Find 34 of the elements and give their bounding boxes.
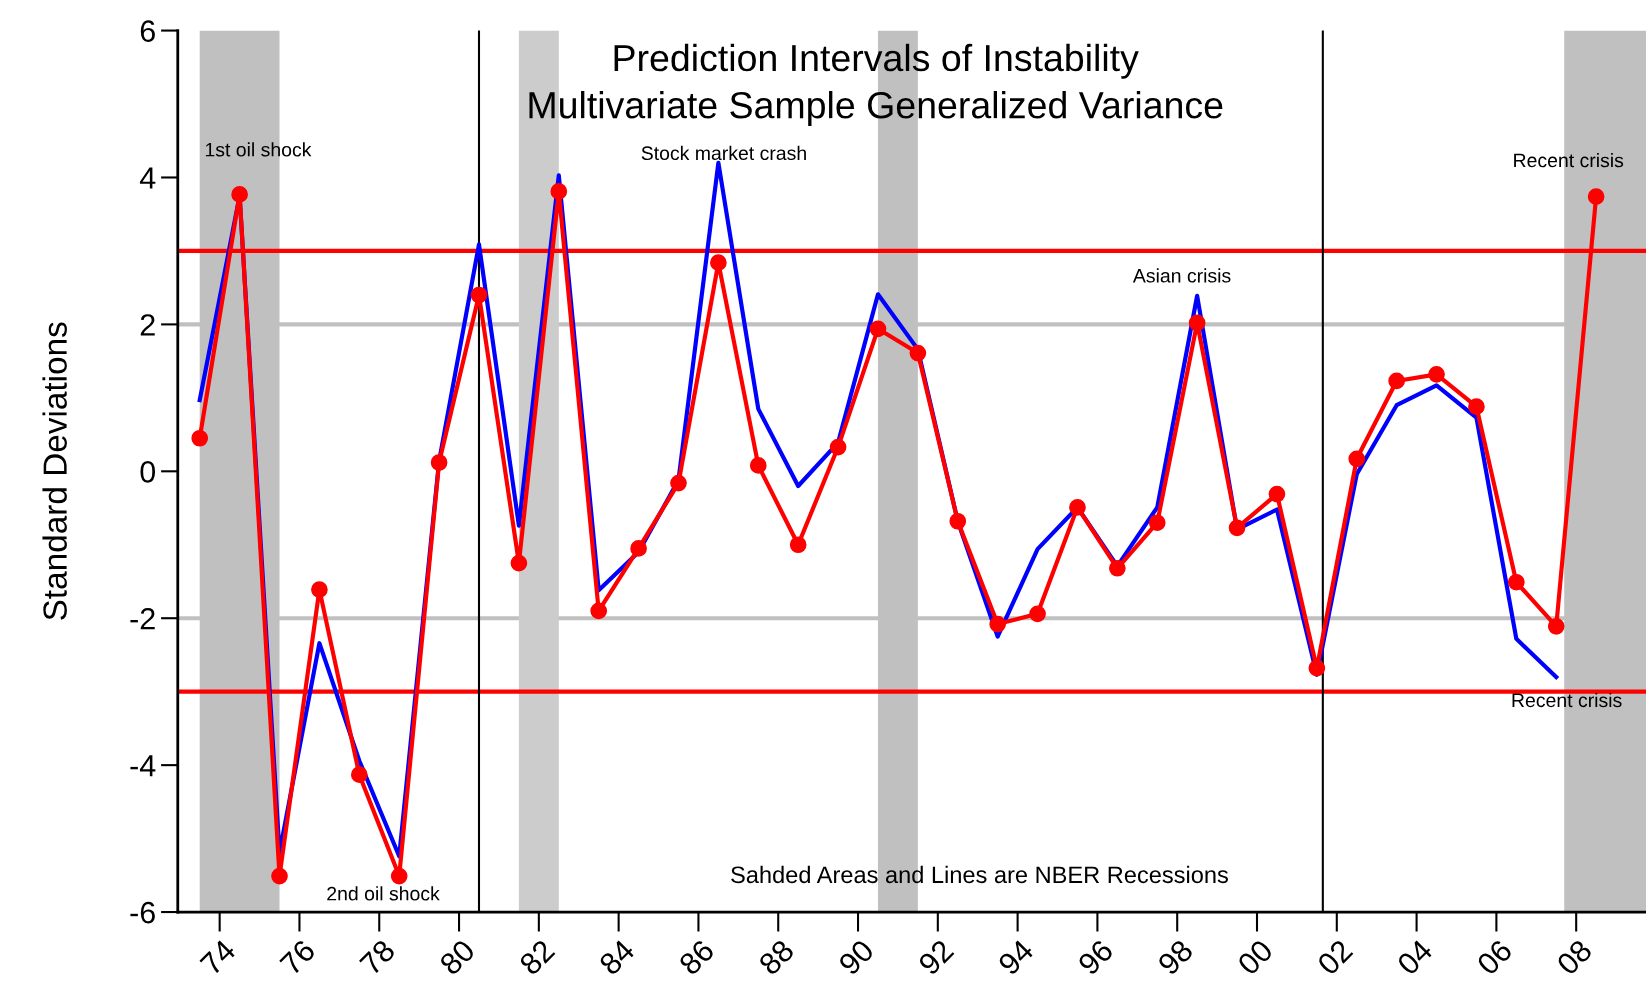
x-tick-label: 98 (1156, 938, 1195, 976)
y-tick-label: 2 (140, 314, 155, 336)
x-tick-label: 96 (1076, 938, 1115, 976)
y-tick-label: -4 (130, 755, 156, 777)
x-tick-label: 88 (757, 938, 796, 977)
y-tick-label: 6 (140, 20, 155, 42)
x-tick-label: 84 (598, 938, 636, 977)
x-tick-label: 78 (358, 938, 397, 976)
x-tick-label: 90 (837, 938, 875, 976)
text: Prediction Intervals of Instability Multivariate Sample Generalized Variance (529, 43, 1223, 126)
x-tick-label: 76 (279, 938, 317, 976)
y-axis-title: Standard Deviations (42, 322, 67, 620)
y-tick-label: -6 (130, 901, 155, 924)
annotation: 2nd oil shock (327, 886, 440, 901)
x-tick-label: 06 (1475, 938, 1514, 977)
annotation: Recent crisis (1514, 152, 1624, 168)
x-tick-label: 86 (677, 938, 716, 977)
y-tick-label: -2 (130, 607, 155, 630)
x-tick-label: 00 (1236, 938, 1274, 977)
annotation: Stock market crash (641, 145, 806, 161)
x-tick-label: 04 (1395, 938, 1434, 977)
annotation: 1st oil shock (205, 142, 312, 157)
annotation: Sahded Areas and Lines are NBER Recessions (731, 865, 1228, 884)
x-tick-label: 94 (997, 938, 1035, 976)
y-tick-label: 0 (140, 461, 156, 483)
x-tick-label: 92 (917, 938, 955, 976)
x-tick-label: 02 (1316, 938, 1354, 977)
annotation: Recent crisis (1512, 692, 1622, 708)
annotation: Asian crisis (1132, 268, 1231, 283)
x-tick-label: 74 (199, 938, 237, 976)
x-tick-label: 80 (438, 938, 477, 977)
y-tick-label: 4 (139, 167, 156, 189)
x-tick-label: 08 (1555, 938, 1594, 977)
x-tick-label: 82 (518, 938, 556, 977)
